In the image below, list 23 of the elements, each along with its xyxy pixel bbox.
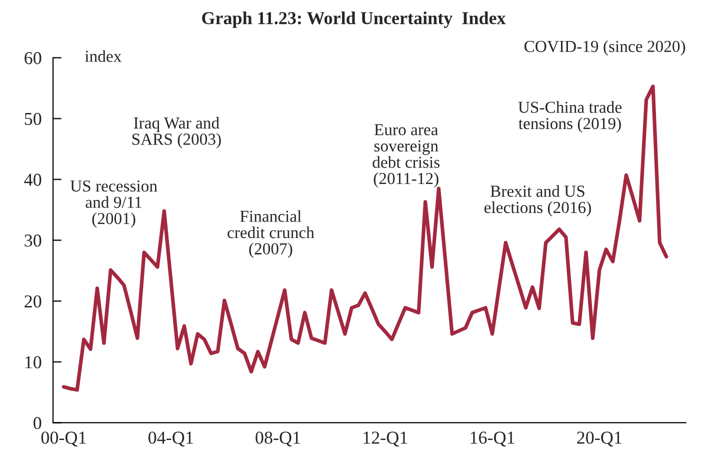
annotation: US recession and 9/11 (2001): [70, 180, 158, 228]
text: COVID-19 (since 2020): [524, 40, 686, 56]
x-tick-label: 12-Q1: [364, 432, 408, 447]
y-axis-title: index: [85, 50, 122, 62]
y-tick-label: 40: [24, 174, 42, 186]
y-tick-label: 20: [24, 295, 42, 308]
x-tick-label: 08-Q1: [256, 432, 300, 447]
annotation: Iraq War and SARS (2003): [132, 116, 221, 148]
y-tick-label: 0: [34, 416, 42, 430]
x-tick-label: 20-Q1: [577, 432, 622, 447]
y-tick-label: 30: [24, 234, 42, 247]
y-tick-label: 50: [24, 112, 42, 126]
y-tick-label: 60: [24, 52, 42, 64]
x-tick-label: 00-Q1: [41, 432, 86, 447]
y-tick-label: 10: [25, 356, 42, 368]
annotation: Financial credit crunch (2007): [228, 210, 314, 258]
x-tick-label: 16-Q1: [470, 432, 514, 447]
chart-title: Graph 11.23: World Uncertainty Index: [202, 12, 506, 28]
annotation: Brexit and US elections (2016): [484, 185, 591, 217]
annotation: US-China trade tensions (2019): [518, 101, 622, 133]
annotation: Euro area sovereign debt crisis (2011-12): [372, 124, 440, 188]
line-series: [62, 84, 668, 392]
x-tick-label: 04-Q1: [148, 432, 193, 447]
